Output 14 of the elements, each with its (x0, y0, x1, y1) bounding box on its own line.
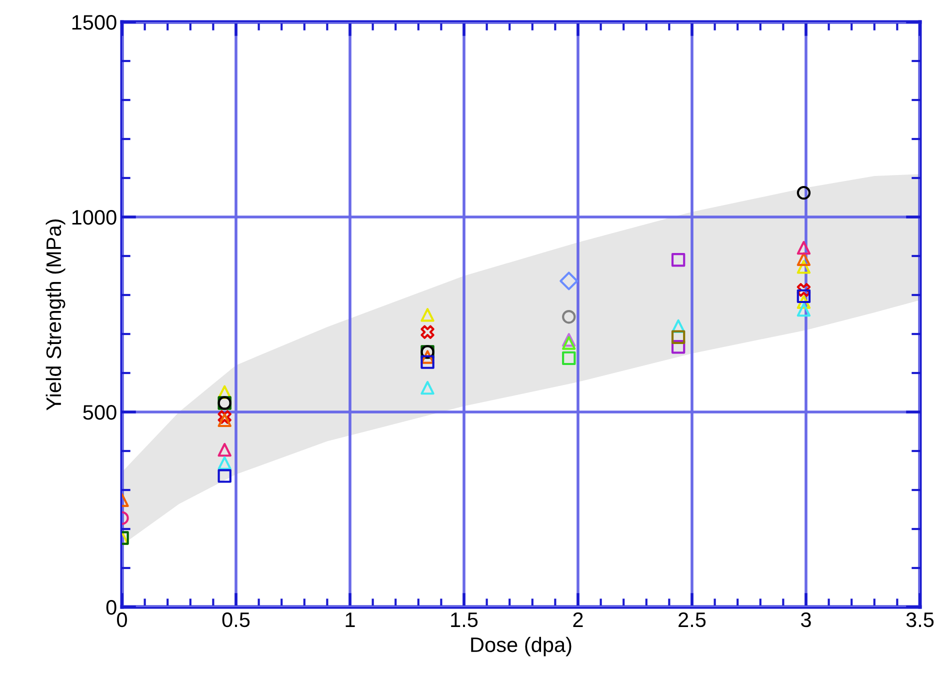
x-tick-label: 1.5 (451, 612, 478, 628)
x-axis-title: Dose (dpa) (471, 636, 572, 656)
y-tick-label: 500 (83, 405, 116, 420)
y-axis-title: Yield Strength (MPa) (46, 219, 66, 410)
y-tick-label: 0 (106, 600, 116, 615)
y-tick-label: 1500 (72, 15, 116, 30)
x-tick-label: 2.5 (678, 612, 706, 628)
x-tick-label: 2 (573, 612, 583, 627)
x-tick-label: 1 (346, 612, 355, 627)
x-tick-label: 3.5 (906, 612, 934, 628)
y-tick-label: 1000 (72, 210, 116, 225)
x-tick-label: 0 (117, 612, 127, 628)
x-tick-label: 0.5 (222, 612, 250, 628)
x-tick-label: 3 (801, 612, 811, 628)
